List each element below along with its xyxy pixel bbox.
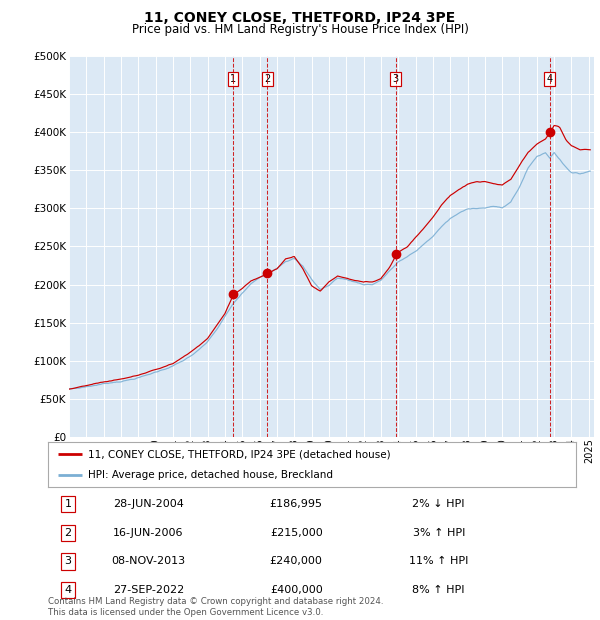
Text: 4: 4 [547,74,553,84]
Text: 2% ↓ HPI: 2% ↓ HPI [412,499,465,509]
Text: 16-JUN-2006: 16-JUN-2006 [113,528,184,538]
Text: 1: 1 [65,499,71,509]
Text: 08-NOV-2013: 08-NOV-2013 [111,557,185,567]
Text: 27-SEP-2022: 27-SEP-2022 [113,585,184,595]
Text: £215,000: £215,000 [270,528,323,538]
Text: 1: 1 [230,74,236,84]
Text: Price paid vs. HM Land Registry's House Price Index (HPI): Price paid vs. HM Land Registry's House … [131,23,469,36]
Text: 11, CONEY CLOSE, THETFORD, IP24 3PE: 11, CONEY CLOSE, THETFORD, IP24 3PE [145,11,455,25]
Text: 4: 4 [65,585,71,595]
Text: 3% ↑ HPI: 3% ↑ HPI [413,528,465,538]
Text: 2: 2 [264,74,271,84]
Text: £186,995: £186,995 [269,499,323,509]
Text: 2: 2 [65,528,71,538]
Text: £240,000: £240,000 [270,557,323,567]
Text: £400,000: £400,000 [270,585,323,595]
Text: Contains HM Land Registry data © Crown copyright and database right 2024.
This d: Contains HM Land Registry data © Crown c… [48,598,383,617]
Text: HPI: Average price, detached house, Breckland: HPI: Average price, detached house, Brec… [88,469,332,480]
Text: 28-JUN-2004: 28-JUN-2004 [113,499,184,509]
Text: 3: 3 [392,74,398,84]
Text: 3: 3 [65,557,71,567]
Text: 8% ↑ HPI: 8% ↑ HPI [412,585,465,595]
Text: 11, CONEY CLOSE, THETFORD, IP24 3PE (detached house): 11, CONEY CLOSE, THETFORD, IP24 3PE (det… [88,449,390,459]
Text: 11% ↑ HPI: 11% ↑ HPI [409,557,469,567]
